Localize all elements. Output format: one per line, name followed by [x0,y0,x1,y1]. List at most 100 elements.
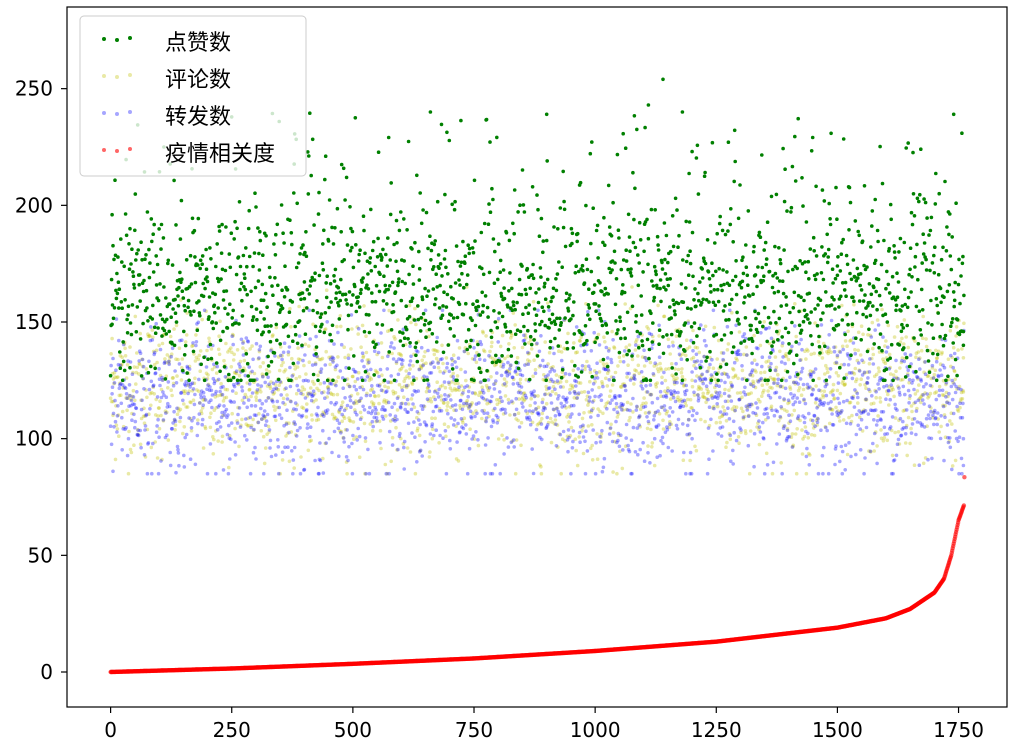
data-point [690,149,694,154]
data-point [215,276,220,281]
data-point [809,433,814,437]
data-point [861,409,866,414]
data-point [614,319,618,323]
data-point [243,392,248,397]
data-point [932,410,937,415]
data-point [417,249,421,254]
data-point [479,230,484,235]
data-point [449,357,454,361]
data-point [805,313,809,317]
data-point [483,471,488,476]
data-point [453,281,458,285]
data-point [750,339,755,344]
data-point [837,415,841,419]
data-point [811,387,815,392]
data-point [576,391,581,396]
data-point [775,442,779,446]
data-point [694,304,698,309]
data-point [207,315,211,319]
data-point [318,381,323,386]
data-point [114,288,118,293]
data-point [402,384,407,389]
data-point [344,460,349,464]
data-point [896,437,901,442]
data-point [332,429,337,434]
data-point [478,390,482,395]
data-point [670,373,674,378]
data-point [418,448,423,453]
data-point [568,387,572,392]
data-point [475,411,479,416]
data-point [707,366,711,370]
data-point [214,264,218,269]
data-point [207,295,212,299]
data-point [596,407,600,411]
data-point [517,389,522,393]
data-point [157,227,161,231]
data-point [765,411,769,416]
data-point [950,464,955,468]
data-point [762,388,766,393]
data-point [554,444,559,448]
data-point [151,441,155,446]
data-point [265,432,269,437]
data-point [115,271,119,276]
data-point [541,408,546,413]
data-point [329,300,333,304]
data-point [121,386,125,390]
data-point [206,383,210,388]
data-point [565,415,569,419]
data-point [791,444,795,449]
data-point [396,283,400,288]
data-point [124,376,129,380]
data-point [647,347,652,352]
data-point [333,267,338,272]
data-point [541,358,545,363]
data-point [862,371,867,375]
data-point [423,286,427,291]
data-point [869,402,874,406]
data-point [642,396,646,400]
data-point [572,390,577,394]
data-point [355,401,359,405]
data-point [555,406,559,410]
data-point [608,426,613,430]
data-point [484,334,488,338]
data-point [328,362,332,367]
data-point [702,395,707,400]
data-point [325,408,330,412]
data-point [305,426,310,430]
data-point [286,445,290,450]
data-point [736,352,740,357]
data-point [198,313,202,318]
data-point [342,408,347,413]
data-point [947,391,951,396]
data-point [173,369,177,373]
data-point [199,362,203,367]
data-point [629,438,634,443]
data-point [810,342,814,347]
data-point [735,352,739,357]
data-point [759,370,763,375]
data-point [821,471,825,476]
data-point [949,384,954,389]
data-point [150,239,154,244]
data-point [127,383,132,387]
data-point [924,344,929,349]
data-point [668,422,672,427]
data-point [581,435,586,439]
data-point [240,417,244,422]
data-point [671,393,675,398]
data-point [406,337,410,341]
data-point [198,349,203,353]
data-point [584,203,588,208]
data-point [224,225,228,229]
data-point [415,428,420,433]
data-point [671,375,676,379]
data-point [833,361,837,366]
data-point [394,361,399,366]
data-point [385,399,389,403]
data-point [336,375,341,380]
data-point [171,376,175,380]
data-point [836,381,841,385]
